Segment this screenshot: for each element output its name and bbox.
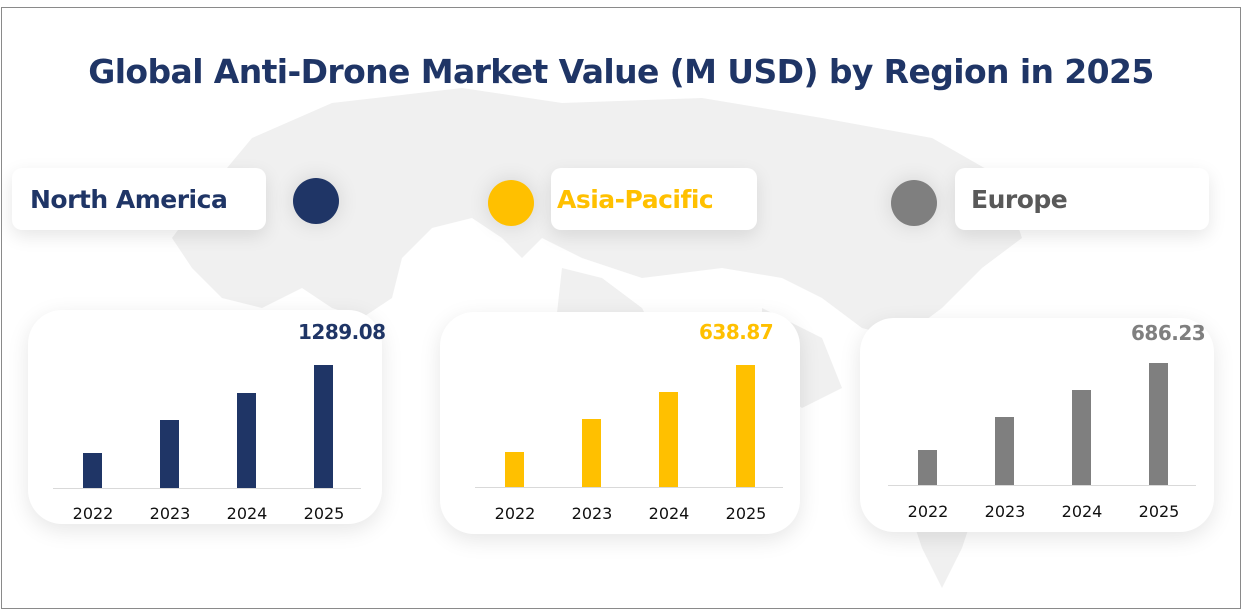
north-america-x-axis: [53, 488, 361, 489]
asia-pacific-peak-value: 638.87: [699, 320, 774, 344]
region-label-north-america: North America: [12, 168, 266, 230]
page-title: Global Anti-Drone Market Value (M USD) b…: [88, 52, 1154, 91]
north-america-peak-value: 1289.08: [298, 320, 386, 344]
region-label-europe: Europe: [955, 168, 1209, 230]
region-name: Europe: [971, 184, 1068, 214]
bar-2023: [160, 420, 179, 488]
bar-2022: [505, 452, 524, 487]
x-tick-2023: 2023: [571, 504, 613, 523]
infographic-frame: Global Anti-Drone Market Value (M USD) b…: [1, 7, 1241, 609]
x-tick-2025: 2025: [1138, 502, 1180, 521]
x-tick-2023: 2023: [149, 504, 191, 523]
bar-2023: [582, 419, 601, 487]
bar-2023: [995, 417, 1014, 485]
bar-2025: [1149, 363, 1168, 485]
region-name: North America: [30, 184, 228, 214]
region-label-asia-pacific: Asia-Pacific: [551, 168, 757, 230]
x-tick-2025: 2025: [303, 504, 345, 523]
region-name: Asia-Pacific: [557, 184, 714, 214]
bar-2024: [237, 393, 256, 488]
x-tick-2024: 2024: [648, 504, 690, 523]
bar-2022: [918, 450, 937, 485]
bar-2025: [314, 365, 333, 488]
x-tick-2022: 2022: [494, 504, 536, 523]
x-tick-2023: 2023: [984, 502, 1026, 521]
x-tick-2025: 2025: [725, 504, 767, 523]
x-tick-2024: 2024: [226, 504, 268, 523]
bar-2024: [659, 392, 678, 487]
europe-x-axis: [888, 485, 1196, 486]
x-tick-2024: 2024: [1061, 502, 1103, 521]
europe-peak-value: 686.23: [1131, 321, 1206, 345]
asia-pacific-x-axis: [475, 487, 783, 488]
europe-color-dot: [891, 180, 937, 226]
bar-2022: [83, 453, 102, 488]
north-america-color-dot: [293, 178, 339, 224]
x-tick-2022: 2022: [72, 504, 114, 523]
asia-pacific-color-dot: [488, 180, 534, 226]
bar-2025: [736, 365, 755, 487]
x-tick-2022: 2022: [907, 502, 949, 521]
bar-2024: [1072, 390, 1091, 485]
